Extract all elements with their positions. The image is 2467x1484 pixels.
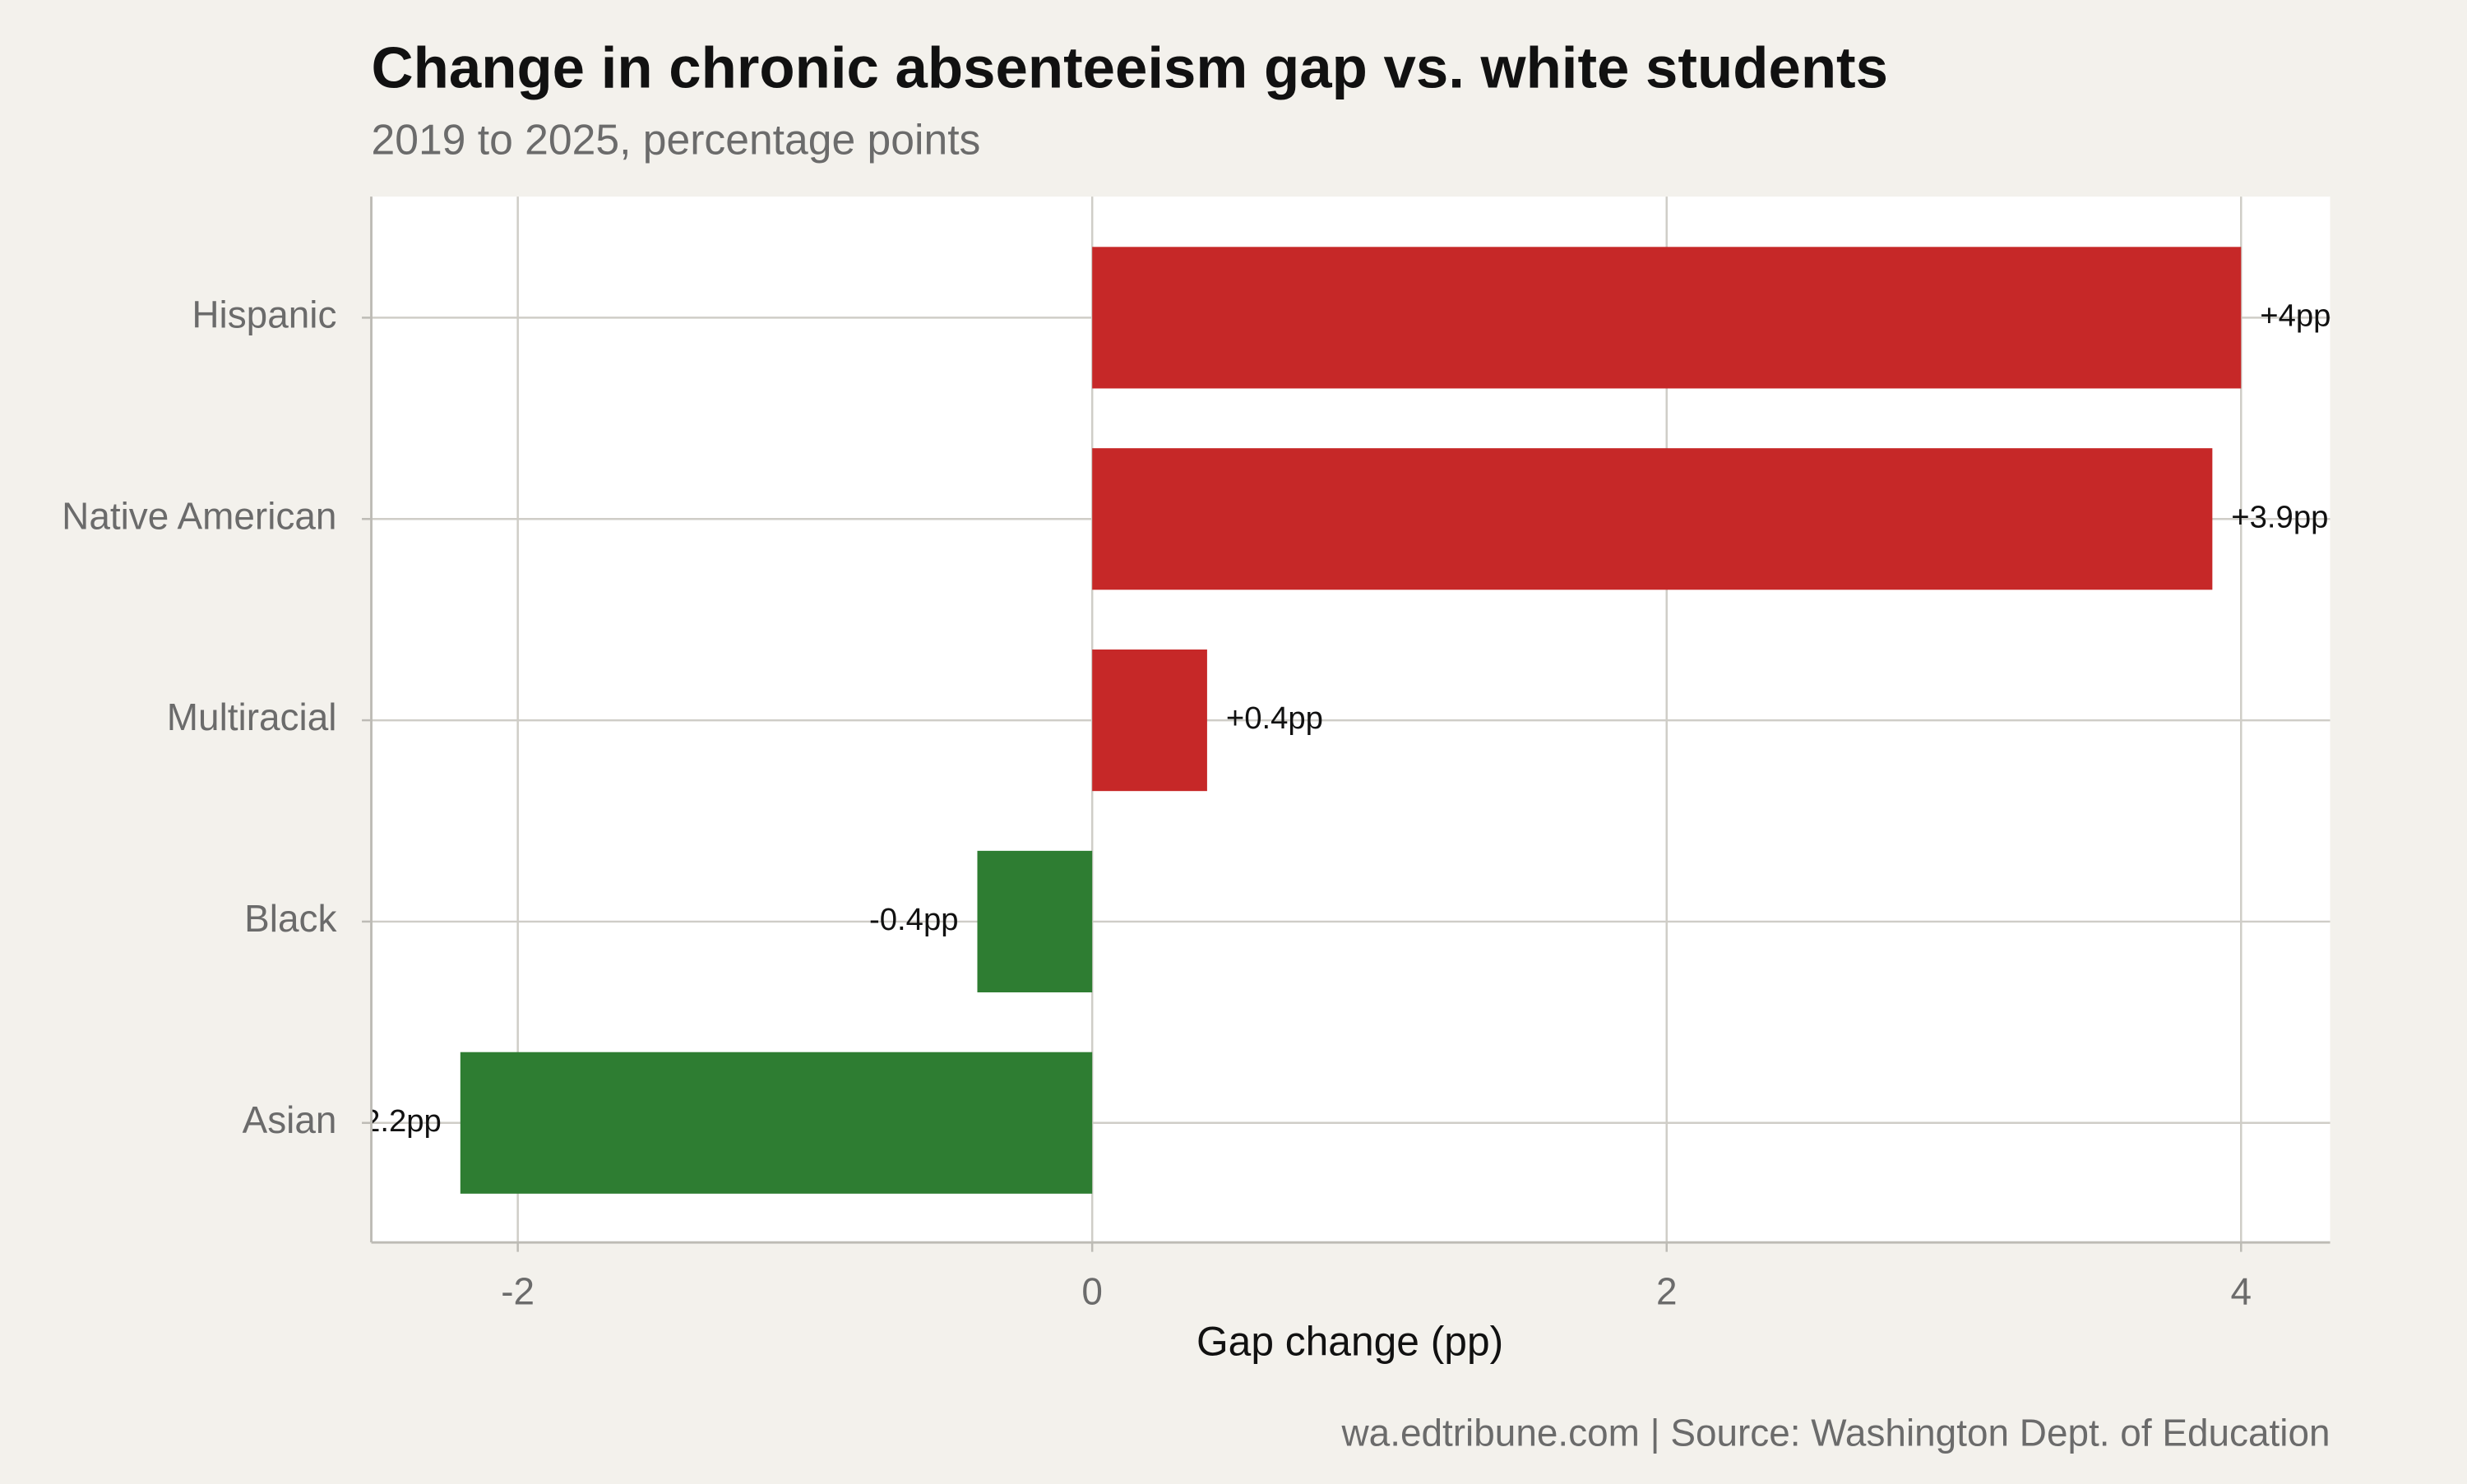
x-tick-label: -2 xyxy=(501,1269,535,1312)
y-tick-label: Multiracial xyxy=(167,696,337,738)
y-tick-label: Asian xyxy=(243,1098,337,1141)
y-tick-label: Hispanic xyxy=(192,294,336,336)
caption: wa.edtribune.com | Source: Washington De… xyxy=(1341,1412,2330,1454)
x-tick-label: 4 xyxy=(2231,1269,2252,1312)
bar xyxy=(1092,247,2242,389)
x-tick-label: 0 xyxy=(1081,1269,1103,1312)
chart-title: Change in chronic absenteeism gap vs. wh… xyxy=(372,35,1888,100)
value-labels: +4pp +3.9pp +0.4pp -0.4pp -2.2pp xyxy=(352,298,2330,1139)
value-label: -2.2pp xyxy=(352,1103,441,1139)
bar xyxy=(1092,448,2213,590)
x-tick-label: 2 xyxy=(1656,1269,1678,1312)
bar xyxy=(1092,650,1207,792)
value-label: -0.4pp xyxy=(869,902,958,937)
bar xyxy=(460,1052,1093,1194)
bars xyxy=(460,247,2242,1194)
chart-subtitle: 2019 to 2025, percentage points xyxy=(372,116,981,164)
value-label: +0.4pp xyxy=(1226,700,1323,736)
y-tick-label: Native American xyxy=(62,494,336,537)
x-axis-title: Gap change (pp) xyxy=(1196,1319,1503,1365)
y-tick-label: Black xyxy=(244,897,337,940)
value-label: +3.9pp xyxy=(2231,499,2328,534)
value-label: +4pp xyxy=(2260,298,2330,334)
bar xyxy=(977,850,1093,993)
